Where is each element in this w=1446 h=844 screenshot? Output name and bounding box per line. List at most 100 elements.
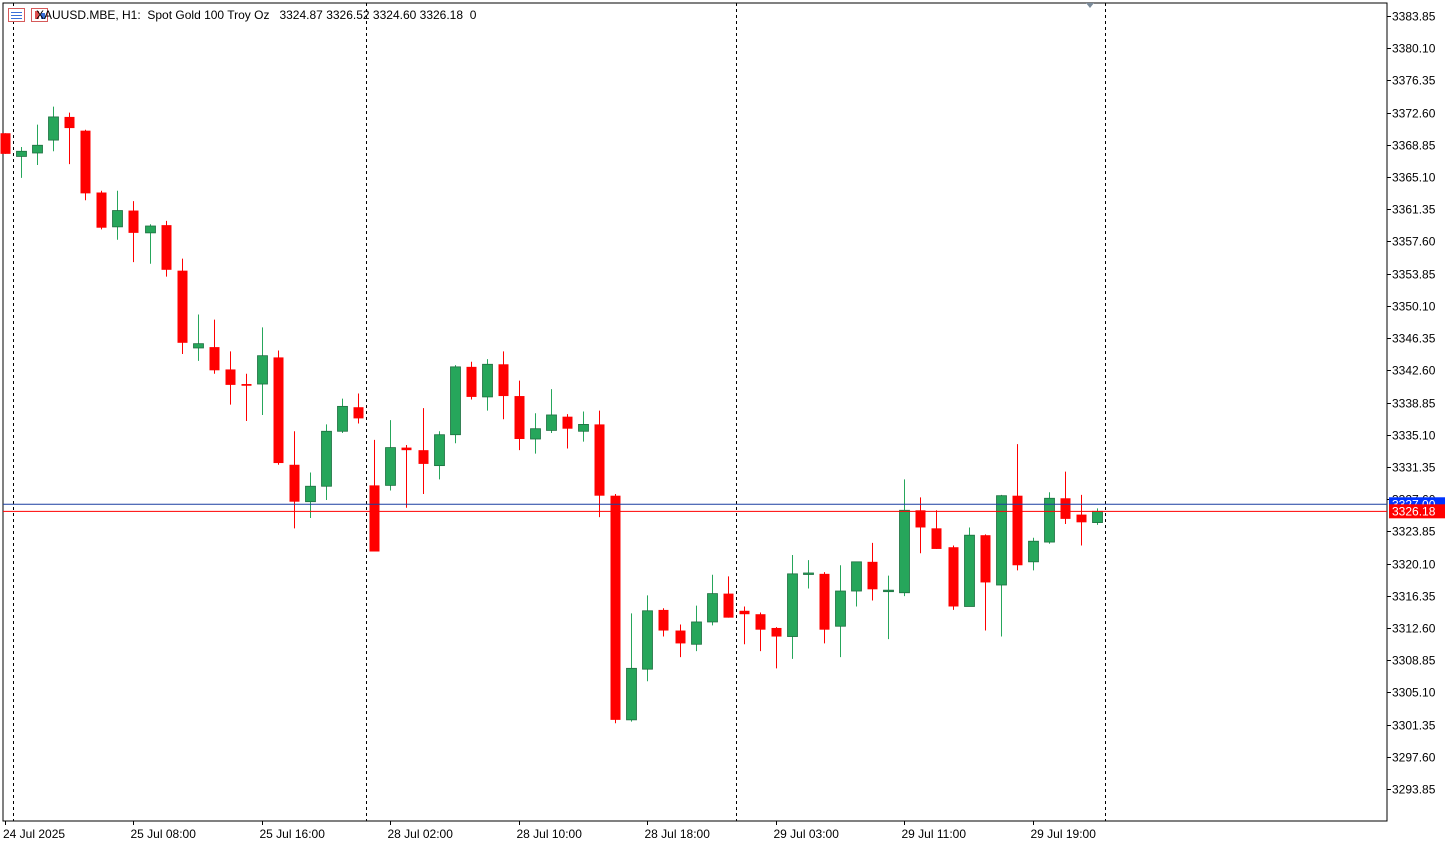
candle[interactable] xyxy=(594,410,605,518)
time-tick-label: 28 Jul 10:00 xyxy=(517,827,583,841)
price-tick-label: 3320.10 xyxy=(1392,558,1436,572)
candle[interactable] xyxy=(177,258,188,354)
candle[interactable] xyxy=(1060,471,1071,525)
price-tick-label: 3380.10 xyxy=(1392,42,1436,56)
candle[interactable] xyxy=(707,574,718,626)
candle[interactable] xyxy=(755,612,766,652)
price-tick-label: 3350.10 xyxy=(1392,300,1436,314)
candle-body xyxy=(450,366,461,436)
candle[interactable] xyxy=(498,351,509,420)
candle[interactable] xyxy=(96,190,107,230)
candle[interactable] xyxy=(450,365,461,444)
candle[interactable] xyxy=(80,129,91,201)
candle[interactable] xyxy=(996,494,1007,637)
candle[interactable] xyxy=(48,106,59,152)
candle-body xyxy=(32,144,43,154)
candle[interactable] xyxy=(514,380,525,451)
candle[interactable] xyxy=(16,146,27,178)
candle-body xyxy=(289,464,300,502)
candle[interactable] xyxy=(883,575,894,640)
candle-body xyxy=(642,610,653,670)
candle[interactable] xyxy=(337,398,348,433)
candle[interactable] xyxy=(209,319,220,374)
candle[interactable] xyxy=(980,534,991,631)
candle[interactable] xyxy=(642,595,653,682)
candle[interactable] xyxy=(112,190,123,240)
candle-body xyxy=(948,547,959,607)
candle[interactable] xyxy=(562,414,573,449)
bid-price-tag xyxy=(1389,504,1445,519)
time-tick-label: 25 Jul 16:00 xyxy=(260,827,326,841)
candle[interactable] xyxy=(241,373,252,421)
candle[interactable] xyxy=(434,431,445,480)
candle[interactable] xyxy=(0,133,11,154)
candle-body xyxy=(1028,540,1039,563)
time-tick-label: 28 Jul 02:00 xyxy=(388,827,454,841)
candle-body xyxy=(1076,514,1087,523)
candle[interactable] xyxy=(771,627,782,669)
candle[interactable] xyxy=(948,545,959,610)
candle-body xyxy=(353,407,364,419)
candle-body xyxy=(337,405,348,432)
candle[interactable] xyxy=(1044,492,1055,544)
candle[interactable] xyxy=(321,424,332,500)
candle-body xyxy=(305,485,316,503)
candle[interactable] xyxy=(1012,444,1023,571)
candle[interactable] xyxy=(401,445,412,508)
chart-symbol-icon[interactable] xyxy=(31,8,48,22)
candle[interactable] xyxy=(305,472,316,519)
candle[interactable] xyxy=(530,413,541,454)
candle-body xyxy=(482,363,493,398)
candle[interactable] xyxy=(289,431,300,529)
candle[interactable] xyxy=(819,572,830,644)
candle[interactable] xyxy=(964,527,975,607)
candle-body xyxy=(883,589,894,593)
bid-price-label: 3326.18 xyxy=(1392,504,1436,518)
candle[interactable] xyxy=(546,389,557,433)
candle[interactable] xyxy=(482,359,493,411)
candle[interactable] xyxy=(145,224,156,264)
price-tick-label: 3338.85 xyxy=(1392,397,1436,411)
low-value: 3324.60 xyxy=(372,8,417,22)
list-icon[interactable] xyxy=(8,8,25,22)
shift-marker-icon[interactable] xyxy=(1086,3,1094,8)
candle[interactable] xyxy=(658,608,669,637)
candle[interactable] xyxy=(353,393,364,424)
candle-body xyxy=(273,357,284,464)
candle[interactable] xyxy=(931,510,942,549)
candle[interactable] xyxy=(851,561,862,607)
price-tick-label: 3342.60 xyxy=(1392,364,1436,378)
candle[interactable] xyxy=(225,351,236,405)
candle-body xyxy=(434,434,445,467)
candle[interactable] xyxy=(32,124,43,166)
candle[interactable] xyxy=(369,439,380,552)
candle[interactable] xyxy=(257,327,268,415)
candle[interactable] xyxy=(273,350,284,465)
candle[interactable] xyxy=(867,542,878,601)
candle[interactable] xyxy=(385,420,396,491)
description-label: Spot Gold 100 Troy Oz xyxy=(147,8,270,22)
candle[interactable] xyxy=(1076,494,1087,546)
candle[interactable] xyxy=(899,479,910,597)
candle[interactable] xyxy=(466,361,477,400)
candle[interactable] xyxy=(64,112,75,165)
candle[interactable] xyxy=(578,411,589,442)
candle[interactable] xyxy=(723,576,734,618)
candle[interactable] xyxy=(418,408,429,494)
candle[interactable] xyxy=(803,560,814,589)
candle[interactable] xyxy=(915,497,926,554)
candle[interactable] xyxy=(128,201,139,263)
candle[interactable] xyxy=(161,220,172,277)
candle[interactable] xyxy=(193,314,204,361)
candle[interactable] xyxy=(691,605,702,652)
candle[interactable] xyxy=(835,565,846,658)
candle-body xyxy=(996,495,1007,586)
candle[interactable] xyxy=(626,613,637,722)
candle[interactable] xyxy=(675,624,686,658)
candle[interactable] xyxy=(610,493,621,724)
candle[interactable] xyxy=(739,606,750,645)
candle[interactable] xyxy=(1028,537,1039,571)
candle[interactable] xyxy=(787,554,798,659)
day-separators xyxy=(13,3,1106,821)
